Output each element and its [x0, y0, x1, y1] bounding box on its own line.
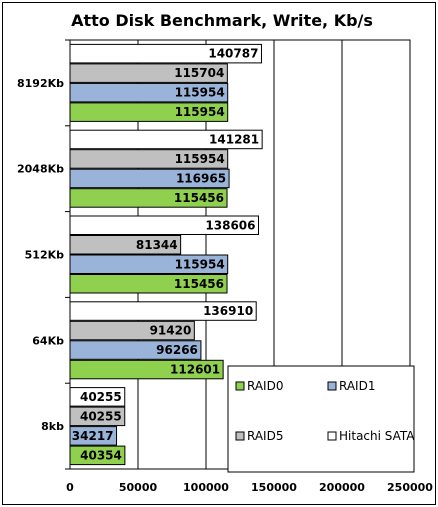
- legend-swatch: [327, 431, 337, 441]
- category-labels: 8192Kb 2048Kb 512Kb 64Kb 8kb: [17, 77, 64, 433]
- chart-title: Atto Disk Benchmark, Write, Kb/s: [71, 11, 373, 30]
- category-label: 8192Kb: [17, 77, 64, 90]
- bar: [69, 340, 202, 360]
- bar: [69, 235, 182, 255]
- bar-value-label: 136910: [203, 304, 253, 318]
- bar: [69, 43, 262, 64]
- bars: [69, 43, 263, 466]
- bar-value-label: 115954: [175, 105, 225, 119]
- legend-label: RAID1: [339, 379, 375, 393]
- bar-value-label: 115456: [174, 191, 224, 205]
- legend-swatch: [327, 381, 337, 391]
- bar-value-label: 115954: [175, 86, 225, 100]
- category-label: 2048Kb: [17, 163, 64, 176]
- legend-box: [227, 365, 415, 473]
- bar: [69, 129, 263, 150]
- bar-value-label: 115954: [175, 152, 225, 166]
- x-tick-label: 150000: [251, 481, 297, 494]
- legend-label: RAID0: [247, 379, 283, 393]
- bar-value-label: 138606: [205, 218, 255, 232]
- legend-label: Hitachi SATA: [339, 429, 415, 443]
- x-tick-label: 100000: [183, 481, 229, 494]
- bar-value-label: 115954: [175, 257, 225, 271]
- bar: [69, 274, 228, 294]
- x-tick-label: 50000: [119, 481, 158, 494]
- bar: [69, 359, 224, 380]
- bar: [69, 445, 126, 466]
- bar: [69, 168, 230, 189]
- bar: [69, 188, 228, 208]
- x-tick-label: 200000: [319, 481, 365, 494]
- bar-value-label: 40255: [80, 390, 122, 404]
- bar-value-label: 140787: [208, 47, 258, 61]
- bar: [69, 149, 229, 169]
- bar-value-label: 115456: [174, 277, 224, 291]
- bar-value-label: 34217: [72, 429, 114, 443]
- bar: [69, 406, 126, 427]
- bar: [69, 387, 126, 407]
- category-label: 512Kb: [25, 249, 64, 262]
- legend-swatch: [235, 381, 245, 391]
- bar: [69, 102, 229, 122]
- bar-value-label: 40354: [80, 448, 122, 462]
- value-labels: 140787 115704 115954 115954 141281 115954 1169…: [72, 47, 259, 463]
- bar: [69, 215, 260, 235]
- bar-value-label: 112601: [170, 363, 220, 377]
- bar: [69, 63, 228, 83]
- bar-value-label: 96266: [156, 343, 198, 357]
- x-tick-label: 0: [66, 481, 74, 494]
- bar: [69, 82, 229, 103]
- bar-value-label: 81344: [136, 238, 178, 252]
- bar: [69, 254, 229, 274]
- bar-value-label: 115704: [174, 66, 224, 80]
- bar-value-label: 40255: [80, 409, 122, 423]
- bar: [69, 301, 257, 321]
- category-label: 8kb: [41, 420, 64, 433]
- legend-label: RAID5: [247, 429, 283, 443]
- bar-value-label: 141281: [209, 132, 259, 146]
- x-axis-ticks: 0 50000 100000 150000 200000 250000: [66, 481, 433, 494]
- bar-value-label: 91420: [150, 324, 192, 338]
- x-tick-label: 250000: [387, 481, 433, 494]
- category-label: 64Kb: [32, 334, 64, 347]
- bar: [69, 320, 195, 341]
- legend: RAID0 RAID1 RAID5 Hitachi SATA: [227, 365, 415, 473]
- bar: [69, 426, 118, 446]
- legend-swatch: [235, 431, 245, 441]
- bar-value-label: 116965: [176, 171, 226, 185]
